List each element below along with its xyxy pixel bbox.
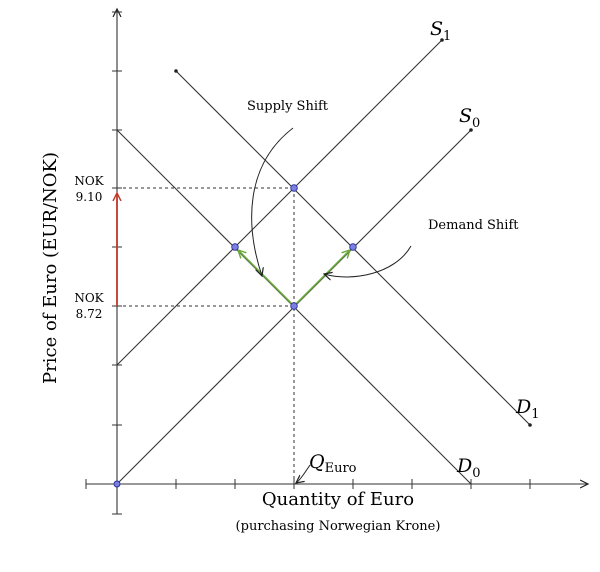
- price-low-currency: NOK: [74, 291, 104, 305]
- d1-label: D1: [515, 396, 540, 422]
- quantity-callout: [296, 464, 311, 483]
- equilibrium-point-supply-shift: [231, 243, 239, 251]
- shift-arrows: [117, 127, 412, 483]
- price-low-value: 8.72: [76, 307, 103, 321]
- demand-shift-label: Demand Shift: [428, 218, 519, 233]
- supply-curve-s1: [116, 39, 443, 366]
- origin-point: [113, 480, 121, 488]
- equilibrium-points: [113, 184, 357, 488]
- s1-label: S1: [430, 18, 451, 44]
- price-high-value: 9.10: [76, 190, 103, 204]
- supply-shift-arrow: [238, 250, 295, 307]
- equilibrium-point-new: [290, 184, 298, 192]
- d0-label: D0: [456, 455, 481, 481]
- price-high-currency: NOK: [74, 174, 104, 188]
- price-label-high: NOK 9.10: [74, 174, 104, 204]
- axes: [85, 9, 588, 515]
- y-axis-title: Price of Euro (EUR/NOK): [40, 152, 61, 384]
- equilibrium-point-demand-shift: [349, 243, 357, 251]
- demand-shift-arrow: [293, 250, 350, 307]
- supply-shift-label: Supply Shift: [247, 99, 329, 114]
- reference-lines: [117, 187, 295, 484]
- s0-label: S0: [459, 105, 480, 131]
- curve-end-dots: [174, 38, 532, 427]
- price-label-low: NOK 8.72: [74, 291, 104, 321]
- quantity-label: QEuro: [309, 451, 357, 476]
- demand-shift-callout: [324, 245, 412, 277]
- supply-shift-callout: [251, 127, 294, 276]
- equilibrium-point-original: [290, 302, 298, 310]
- x-axis-title: Quantity of Euro: [262, 489, 414, 510]
- x-axis-subtitle: (purchasing Norwegian Krone): [236, 519, 441, 534]
